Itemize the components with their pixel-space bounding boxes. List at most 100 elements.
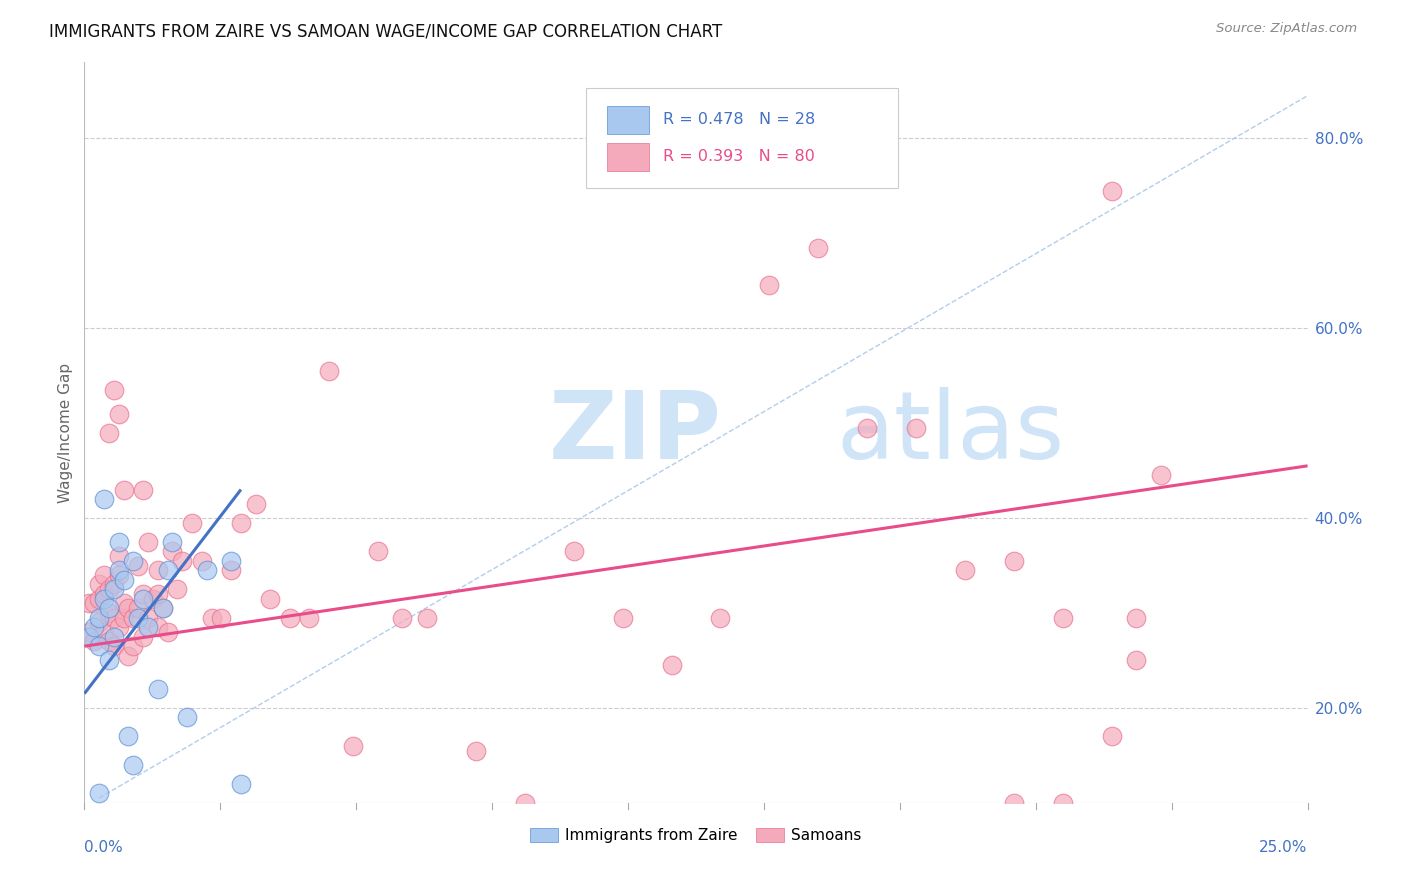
Point — [342, 739, 364, 753]
Point — [97, 634, 120, 648]
Point — [146, 620, 169, 634]
Bar — [606, 106, 650, 135]
Point — [162, 544, 184, 558]
Point — [176, 710, 198, 724]
Point — [136, 534, 159, 549]
Point — [132, 483, 155, 497]
Point — [259, 591, 281, 606]
Point — [107, 563, 129, 577]
Point — [103, 582, 125, 597]
Point — [219, 563, 242, 577]
Point — [132, 591, 155, 606]
Bar — [606, 143, 650, 171]
Point — [77, 630, 100, 644]
Point — [107, 620, 129, 634]
Point — [112, 573, 135, 587]
Text: ZIP: ZIP — [550, 386, 723, 479]
Point — [87, 611, 110, 625]
Point — [318, 364, 340, 378]
Point — [97, 653, 120, 667]
Point — [117, 648, 139, 663]
Point — [122, 611, 145, 625]
Point — [107, 568, 129, 582]
Legend: Immigrants from Zaire, Samoans: Immigrants from Zaire, Samoans — [523, 820, 869, 851]
Point — [1002, 554, 1025, 568]
Point — [152, 601, 174, 615]
Point — [83, 620, 105, 634]
Point — [229, 777, 252, 791]
Text: R = 0.478   N = 28: R = 0.478 N = 28 — [664, 112, 815, 127]
Point — [103, 630, 125, 644]
Point — [298, 611, 321, 625]
Point — [127, 601, 149, 615]
Point — [122, 757, 145, 772]
Point — [181, 516, 204, 530]
Point — [77, 597, 100, 611]
Point — [1052, 796, 1074, 810]
Point — [172, 554, 194, 568]
Point — [416, 611, 439, 625]
Point — [136, 620, 159, 634]
Point — [709, 611, 731, 625]
Point — [136, 611, 159, 625]
Point — [112, 597, 135, 611]
Point — [953, 563, 976, 577]
Point — [1101, 730, 1123, 744]
Point — [905, 421, 928, 435]
Point — [245, 497, 267, 511]
Point — [661, 658, 683, 673]
Point — [278, 611, 301, 625]
Point — [758, 278, 780, 293]
Point — [162, 534, 184, 549]
Point — [146, 681, 169, 696]
Point — [1101, 184, 1123, 198]
Point — [1002, 796, 1025, 810]
Point — [146, 587, 169, 601]
Point — [97, 601, 120, 615]
Point — [219, 554, 242, 568]
Point — [1052, 611, 1074, 625]
Point — [97, 582, 120, 597]
Text: atlas: atlas — [837, 386, 1064, 479]
Point — [166, 582, 188, 597]
Point — [367, 544, 389, 558]
Text: 25.0%: 25.0% — [1260, 840, 1308, 855]
Text: Source: ZipAtlas.com: Source: ZipAtlas.com — [1216, 22, 1357, 36]
Point — [97, 425, 120, 440]
Point — [83, 597, 105, 611]
Point — [107, 549, 129, 563]
Point — [112, 483, 135, 497]
Point — [146, 563, 169, 577]
Point — [1125, 653, 1147, 667]
Point — [117, 730, 139, 744]
Point — [87, 639, 110, 653]
Point — [513, 796, 536, 810]
Point — [127, 611, 149, 625]
Point — [1125, 611, 1147, 625]
Text: R = 0.393   N = 80: R = 0.393 N = 80 — [664, 149, 815, 164]
Point — [132, 587, 155, 601]
Point — [87, 786, 110, 800]
Text: 0.0%: 0.0% — [84, 840, 124, 855]
Point — [856, 421, 879, 435]
Point — [107, 534, 129, 549]
Point — [87, 577, 110, 591]
Point — [93, 624, 115, 639]
Point — [807, 240, 830, 254]
Point — [209, 611, 232, 625]
Point — [562, 544, 585, 558]
Point — [97, 606, 120, 620]
Point — [93, 568, 115, 582]
Point — [156, 563, 179, 577]
Point — [142, 591, 165, 606]
Point — [77, 624, 100, 639]
Text: IMMIGRANTS FROM ZAIRE VS SAMOAN WAGE/INCOME GAP CORRELATION CHART: IMMIGRANTS FROM ZAIRE VS SAMOAN WAGE/INC… — [49, 22, 723, 40]
Point — [191, 554, 214, 568]
Point — [107, 407, 129, 421]
Point — [122, 554, 145, 568]
Point — [127, 558, 149, 573]
Point — [195, 563, 218, 577]
Point — [103, 611, 125, 625]
FancyBboxPatch shape — [586, 88, 898, 188]
Point — [93, 491, 115, 506]
